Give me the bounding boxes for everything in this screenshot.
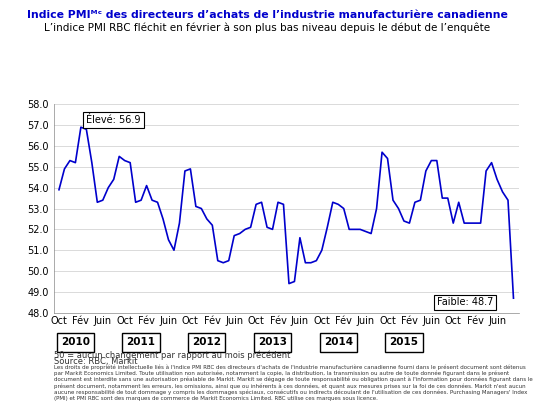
Text: Faible: 48.7: Faible: 48.7 bbox=[437, 298, 493, 308]
Text: Source: RBC, Markit: Source: RBC, Markit bbox=[54, 357, 137, 366]
Text: 2011: 2011 bbox=[127, 338, 156, 347]
Text: Élevé: 56.9: Élevé: 56.9 bbox=[86, 115, 141, 125]
Text: 50 = aucun changement par rapport au mois précédent: 50 = aucun changement par rapport au moi… bbox=[54, 351, 290, 360]
Text: 2015: 2015 bbox=[389, 338, 418, 347]
Text: Les droits de propriété intellectuelle liés à l'indice PMI RBC des directeurs d': Les droits de propriété intellectuelle l… bbox=[54, 364, 532, 401]
Text: 2014: 2014 bbox=[324, 338, 353, 347]
Text: 2010: 2010 bbox=[61, 338, 90, 347]
Text: 2013: 2013 bbox=[258, 338, 287, 347]
Text: L’indice PMI RBC fléchit en février à son plus bas niveau depuis le début de l’e: L’indice PMI RBC fléchit en février à so… bbox=[44, 22, 491, 32]
Text: Indice PMIᴹᶜ des directeurs d’achats de l’industrie manufacturière canadienne: Indice PMIᴹᶜ des directeurs d’achats de … bbox=[27, 10, 508, 20]
Text: 2012: 2012 bbox=[192, 338, 221, 347]
